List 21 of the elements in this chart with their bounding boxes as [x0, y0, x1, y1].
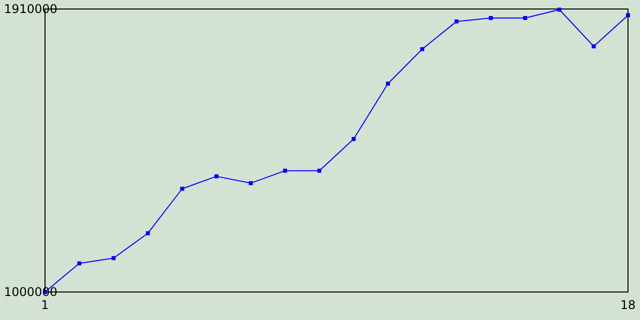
point [214, 174, 218, 178]
point [352, 136, 356, 141]
point [283, 168, 288, 173]
point [626, 13, 630, 18]
point [146, 231, 150, 236]
y-tick-label: 1910000 [4, 2, 58, 16]
point [317, 168, 322, 173]
point [523, 16, 528, 20]
point [557, 8, 562, 12]
point [454, 19, 459, 24]
point [248, 181, 253, 186]
y-tick-label: 1000000 [4, 285, 58, 299]
point [77, 261, 82, 266]
point [420, 47, 424, 52]
x-tick-label: 18 [620, 298, 636, 312]
point [488, 16, 493, 20]
point [386, 82, 390, 86]
x-tick-label: 1 [41, 298, 49, 312]
point [112, 256, 116, 260]
point [592, 44, 596, 48]
point [180, 186, 184, 191]
